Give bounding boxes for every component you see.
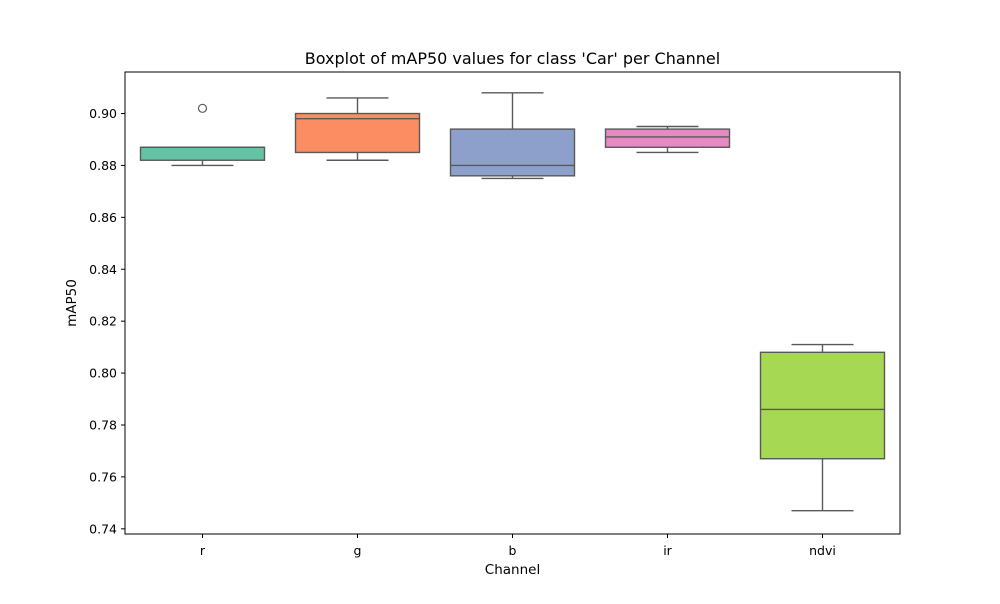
box-body: [139, 146, 266, 161]
y-tick-label: 0.76: [89, 469, 117, 484]
box-group-ir: [604, 125, 731, 154]
y-axis-label: mAP50: [64, 279, 80, 327]
y-tick-label: 0.86: [89, 210, 117, 225]
chart-title: Boxplot of mAP50 values for class 'Car' …: [305, 49, 720, 68]
x-axis-label: Channel: [485, 562, 540, 578]
box-group-r: [139, 103, 266, 167]
y-tick-label: 0.80: [89, 366, 117, 381]
box-body: [759, 351, 886, 460]
y-tick-label: 0.82: [89, 314, 117, 329]
y-tick-label: 0.90: [89, 106, 117, 121]
box-body: [449, 128, 576, 177]
box-group-ndvi: [759, 343, 886, 512]
x-tick-label: b: [509, 543, 517, 558]
box-group-g: [294, 97, 421, 161]
x-tick-label: g: [354, 543, 362, 558]
y-tick-label: 0.84: [89, 262, 117, 277]
plot-frame: [124, 71, 901, 535]
boxes-layer: [139, 92, 886, 512]
outlier-point: [197, 103, 208, 113]
x-axis: r g b ir ndvi: [200, 534, 836, 558]
box-group-b: [449, 92, 576, 180]
y-axis: 0.74 0.76 0.78 0.80 0.82 0.84 0.86 0.88 0.90: [89, 106, 125, 536]
x-tick-label: r: [200, 543, 206, 558]
x-tick-label: ir: [663, 543, 672, 558]
box-body: [604, 128, 731, 148]
x-tick-label: ndvi: [809, 543, 836, 558]
y-tick-label: 0.88: [89, 158, 117, 173]
y-tick-label: 0.74: [89, 521, 117, 536]
box-body: [294, 112, 421, 154]
y-tick-label: 0.78: [89, 417, 117, 432]
